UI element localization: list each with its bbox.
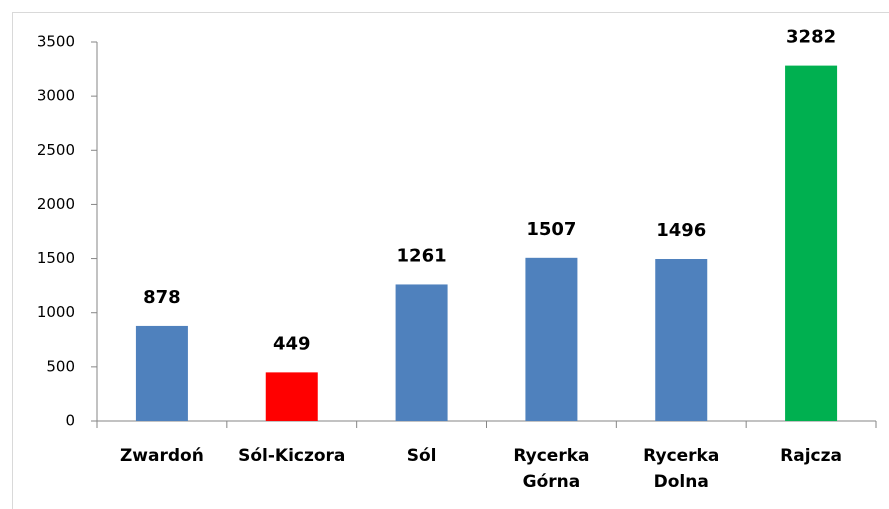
y-tick-label: 1500 (37, 249, 75, 267)
y-tick-label: 2500 (37, 141, 75, 159)
bar (655, 259, 708, 421)
y-tick-label: 0 (65, 412, 75, 430)
y-tick-label: 3000 (37, 87, 75, 105)
value-label: 1496 (656, 220, 706, 241)
x-tick-label: Rajcza (780, 446, 842, 466)
x-tick-label: Zwardoń (119, 446, 204, 466)
bar (395, 284, 448, 421)
y-tick-label: 3500 (37, 33, 75, 51)
y-tick-label: 500 (46, 357, 75, 375)
x-tick-label: Rycerka Górna (513, 446, 590, 492)
value-label: 3282 (786, 27, 836, 48)
x-tick-label: Sól-Kiczora (238, 446, 346, 466)
y-tick-label: 2000 (37, 195, 75, 213)
bar (265, 372, 318, 421)
chart-frame (12, 12, 889, 509)
bar (525, 257, 578, 421)
value-label: 449 (273, 333, 311, 354)
value-label: 1507 (526, 219, 576, 240)
x-tick-label: Sól (406, 446, 437, 466)
x-tick-label: Rycerka Dolna (643, 446, 720, 492)
bar (785, 65, 838, 421)
value-label: 878 (143, 287, 181, 308)
bar (135, 325, 188, 421)
value-label: 1261 (397, 245, 447, 266)
y-tick-label: 1000 (37, 303, 75, 321)
